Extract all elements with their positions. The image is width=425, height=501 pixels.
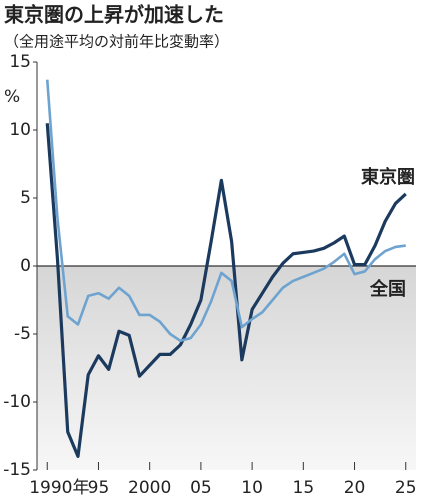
- x-tick-label: 20: [344, 478, 366, 498]
- x-tick-label: 95: [88, 478, 110, 498]
- series-label: 全国: [369, 278, 406, 300]
- x-tick-label: 15: [293, 478, 315, 498]
- y-tick-label: -10: [3, 392, 31, 412]
- series-line: [45, 123, 407, 458]
- x-tick-label: 25: [395, 478, 417, 498]
- series-line: [45, 79, 406, 343]
- y-tick-label: -15: [3, 460, 31, 480]
- series-label: 東京圏: [361, 166, 415, 188]
- x-tick-label: 10: [241, 478, 263, 498]
- y-tick-label: -5: [14, 324, 31, 344]
- y-tick-label: 15: [9, 52, 31, 72]
- chart-subtitle: （全用途平均の対前年比変動率）: [4, 33, 229, 51]
- chart-title: 東京圏の上昇が加速した: [4, 3, 224, 27]
- y-tick-label: 5: [20, 188, 31, 208]
- y-tick-label: 10: [9, 120, 31, 140]
- x-tick-label: 05: [190, 478, 212, 498]
- negative-area: [37, 266, 416, 470]
- y-unit: %: [4, 87, 20, 107]
- x-tick-label: 1990年: [29, 478, 89, 498]
- y-tick-label: 0: [20, 256, 31, 276]
- x-tick-label: 2000: [128, 478, 171, 498]
